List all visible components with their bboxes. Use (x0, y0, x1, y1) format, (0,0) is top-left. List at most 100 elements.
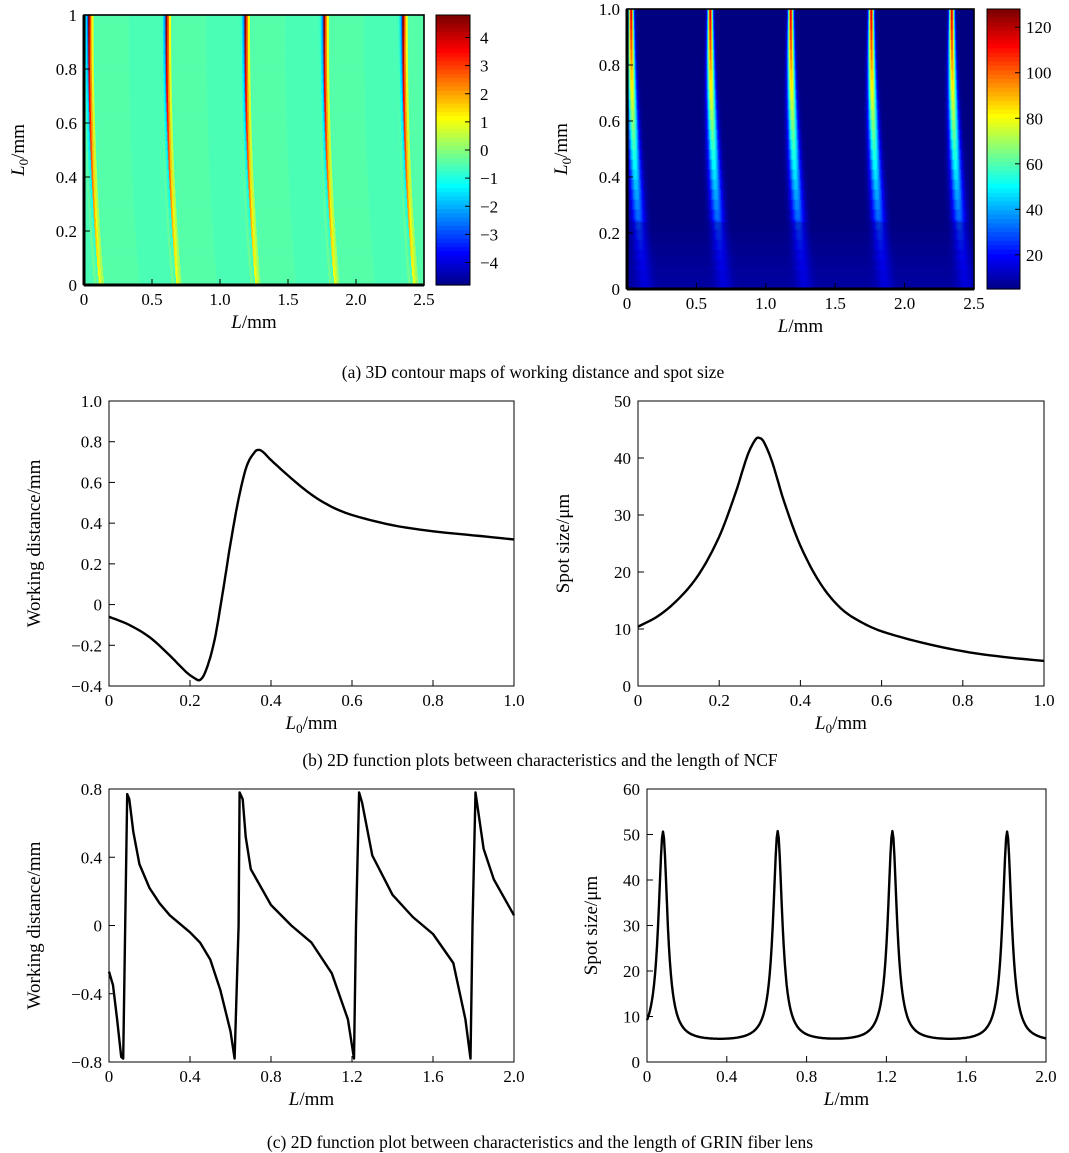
colorbar-segment (987, 109, 1020, 115)
heatmap-cell (407, 207, 410, 219)
heatmap-cell (653, 279, 656, 289)
heatmap-cell (402, 82, 406, 93)
heatmap-cell (246, 227, 249, 238)
heatmap-cell (637, 99, 639, 110)
heatmap-cell (628, 39, 630, 50)
heatmap-cell (946, 239, 949, 250)
colorbar-tick-label: 1 (480, 113, 489, 132)
heatmap-cell (784, 219, 787, 230)
heatmap-cell (97, 265, 100, 276)
heatmap-cell (724, 149, 727, 160)
heatmap-cell (98, 178, 133, 190)
heatmap-cell (712, 219, 715, 230)
heatmap-cell (869, 19, 871, 30)
heatmap-cell (166, 159, 170, 170)
heatmap-cell (717, 269, 721, 280)
heatmap-cell (713, 49, 715, 60)
heatmap-cell (242, 150, 245, 161)
heatmap-cell (867, 59, 870, 70)
heatmap-cell (873, 49, 875, 60)
heatmap-cell (944, 239, 948, 250)
heatmap-cell (643, 149, 646, 160)
heatmap-cell (783, 229, 786, 240)
heatmap-cell (875, 99, 877, 110)
heatmap-cell (866, 239, 869, 250)
heatmap-cell (632, 19, 634, 30)
colorbar-segment (436, 19, 470, 25)
heatmap-cell (249, 198, 252, 209)
heatmap-cell (629, 179, 632, 190)
heatmap-cell (258, 236, 293, 248)
heatmap-cell (622, 139, 624, 150)
heatmap-cell (710, 119, 713, 130)
heatmap-cell (98, 169, 133, 180)
heatmap-cell (624, 89, 626, 100)
heatmap-cell (169, 53, 172, 64)
heatmap-cell (96, 198, 99, 209)
heatmap-cell (713, 59, 715, 70)
heatmap-cell (408, 246, 411, 257)
heatmap-cell (325, 178, 328, 190)
heatmap-cell (651, 279, 654, 289)
heatmap-cell (714, 19, 716, 30)
heatmap-cell (873, 199, 876, 210)
heatmap-cell (86, 15, 89, 26)
heatmap-cell (952, 19, 954, 30)
heatmap-cell (802, 269, 805, 280)
heatmap-cell (408, 159, 411, 170)
heatmap-cell (333, 246, 336, 257)
heatmap-cell (718, 69, 720, 80)
heatmap-cell (722, 189, 725, 200)
heatmap-cell (968, 179, 971, 190)
heatmap-cell (637, 209, 640, 220)
heatmap-cell (704, 99, 707, 110)
heatmap-cell (644, 239, 648, 250)
heatmap-cell (631, 249, 635, 260)
heatmap-cell (330, 227, 333, 238)
heatmap-cell (406, 82, 409, 93)
heatmap-cell (635, 209, 638, 220)
heatmap-cell (642, 179, 645, 190)
heatmap-cell (959, 109, 961, 120)
heatmap-cell (242, 92, 245, 103)
heatmap-cell (327, 256, 330, 267)
heatmap-cell (408, 198, 412, 209)
colorbar-segment (987, 22, 1020, 28)
heatmap-cell (89, 43, 93, 55)
heatmap-cell (891, 209, 894, 220)
heatmap-cell (637, 139, 639, 150)
heatmap-cell (875, 149, 878, 160)
heatmap-cell (627, 79, 630, 90)
heatmap-cell (872, 239, 876, 250)
heatmap-cell (648, 229, 652, 240)
heatmap-cell (865, 39, 867, 50)
heatmap-cell (706, 189, 709, 200)
heatmap-cell (792, 39, 794, 50)
heatmap-cell (705, 79, 708, 90)
heatmap-cell (639, 199, 642, 210)
heatmap-cell (867, 259, 870, 270)
heatmap-cell (970, 249, 973, 260)
heatmap-cell (401, 140, 404, 151)
heatmap-cell (709, 259, 713, 270)
heatmap-cell (242, 121, 245, 132)
colorbar-segment (436, 154, 470, 160)
heatmap-cell (900, 279, 904, 289)
heatmap-cell (781, 139, 784, 150)
colorbar-segment (987, 13, 1020, 19)
heatmap-cell (166, 207, 169, 219)
heatmap-cell (412, 169, 424, 180)
heatmap-cell (867, 89, 870, 100)
heatmap-cell (402, 140, 406, 151)
heatmap-cell (866, 209, 869, 220)
heatmap-cell (805, 189, 809, 200)
heatmap-cell (99, 265, 102, 276)
heatmap-cell (716, 49, 718, 60)
heatmap-cell (323, 24, 326, 35)
heatmap-cell (869, 119, 872, 130)
heatmap-cell (717, 59, 720, 70)
heatmap-cell (719, 109, 722, 120)
heatmap-cell (705, 279, 708, 289)
colorbar-segment (987, 83, 1020, 89)
heatmap-cell (403, 15, 407, 26)
